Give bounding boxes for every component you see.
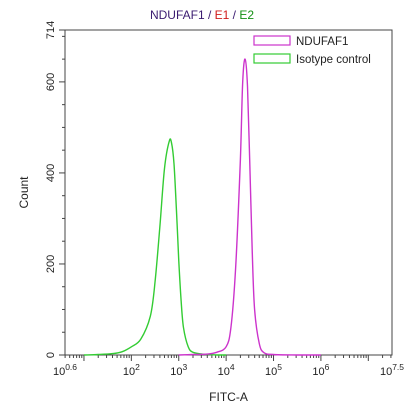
title-part: / [205, 8, 215, 22]
title-part: / [229, 8, 239, 22]
legend-swatch [253, 53, 291, 64]
x-tick-label: 102 [123, 362, 140, 378]
y-tick-label: 0 [45, 352, 57, 358]
y-tick-label: 400 [45, 164, 57, 182]
legend-label: Isotype control [296, 54, 371, 66]
y-axis-label: Count [17, 176, 31, 209]
y-axis: 0 200 400 600 714 [45, 21, 65, 358]
series-line-ndufaf1 [178, 58, 321, 356]
y-tick-label: 200 [45, 255, 57, 273]
legend: NDUFAF1 Isotype control [253, 35, 371, 66]
legend-swatch [253, 35, 291, 46]
x-tick-label: 100.6 [53, 362, 77, 378]
x-axis: 100.6 102 103 104 105 106 107.5 [53, 355, 404, 378]
x-tick-label: 106 [312, 362, 329, 378]
title-part: NDUFAF1 [150, 8, 205, 22]
chart-title: NDUFAF1 / E1 / E2 [150, 8, 254, 22]
x-tick-label: 103 [170, 362, 187, 378]
series-line-isotype-control [83, 138, 227, 356]
plot-area [64, 29, 393, 356]
x-tick-label: 107.5 [380, 362, 404, 378]
title-part: E1 [215, 8, 230, 22]
y-tick-label: 600 [45, 73, 57, 91]
title-part: E2 [239, 8, 254, 22]
x-tick-label: 104 [218, 362, 235, 378]
x-axis-label: FITC-A [209, 390, 248, 404]
y-tick-label: 714 [45, 21, 57, 39]
series-layer [83, 58, 321, 356]
legend-label: NDUFAF1 [296, 36, 348, 48]
x-tick-label: 105 [265, 362, 282, 378]
